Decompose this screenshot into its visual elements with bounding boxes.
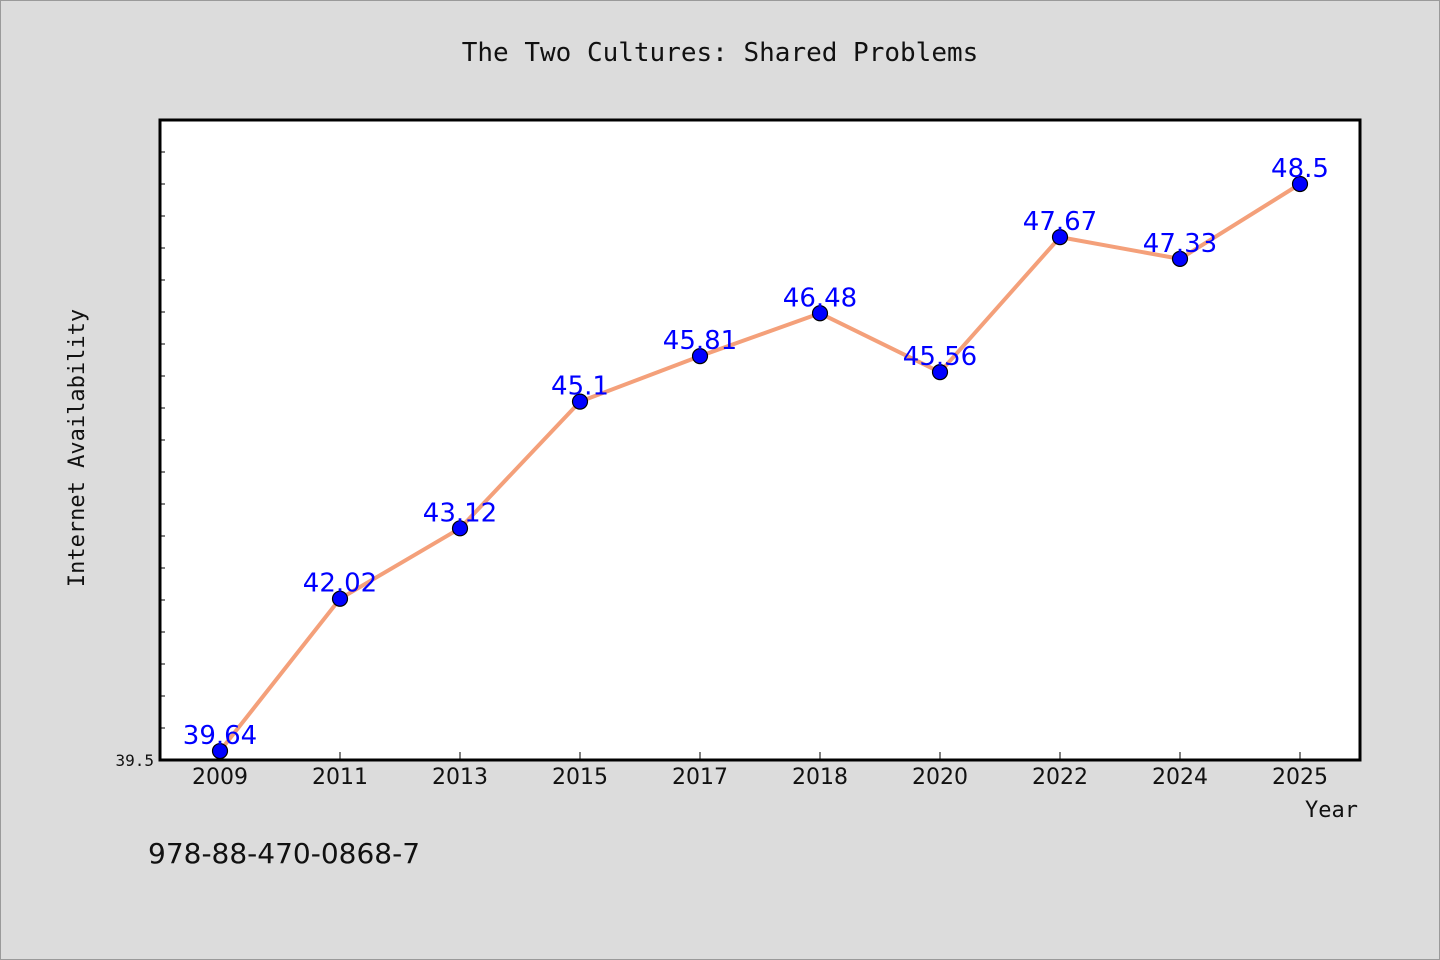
isbn-text: 978-88-470-0868-7 xyxy=(148,837,420,870)
series-lines xyxy=(218,182,1302,753)
x-tick-label: 2015 xyxy=(552,765,608,790)
data-point xyxy=(211,742,229,760)
x-axis-label: Year xyxy=(1305,798,1358,823)
x-axis-ticks: 2009 2011 2013 2015 2017 2018 2020 2022 2024 2025 xyxy=(192,752,1328,790)
y-axis-label: Internet Availability xyxy=(65,309,90,587)
chart-title: The Two Cultures: Shared Problems xyxy=(462,38,979,68)
x-tick-label: 2009 xyxy=(192,765,248,790)
x-tick-label: 2018 xyxy=(792,765,848,790)
data-point xyxy=(931,364,949,381)
x-tick-label: 2013 xyxy=(432,765,488,790)
data-point xyxy=(451,520,469,537)
data-label: 46.48 xyxy=(783,283,857,313)
plot-area xyxy=(158,118,1362,762)
data-label: 42.02 xyxy=(303,569,377,599)
x-tick-label: 2024 xyxy=(1152,765,1208,790)
x-tick-label: 2022 xyxy=(1032,765,1088,790)
data-label: 45.56 xyxy=(903,342,977,372)
x-tick-label: 2025 xyxy=(1272,765,1328,790)
data-points xyxy=(211,175,1309,760)
data-point xyxy=(1171,250,1189,267)
data-label: 47.33 xyxy=(1143,229,1217,259)
data-label: 39.64 xyxy=(183,721,257,751)
data-point xyxy=(691,348,709,365)
x-tick-label: 2011 xyxy=(312,765,368,790)
data-label: 47.67 xyxy=(1023,207,1097,237)
data-point xyxy=(331,590,349,607)
series-line xyxy=(218,182,1302,753)
y-axis-minor-ticks xyxy=(160,151,165,729)
data-label: 48.5 xyxy=(1271,154,1329,184)
data-point xyxy=(811,305,829,322)
y-axis-tick-labels: 39.5 xyxy=(115,751,154,770)
x-tick-label: 2020 xyxy=(912,765,968,790)
data-labels: 39.64 42.02 43.12 45.1 45.81 46.48 45.56 47.67 4… xyxy=(183,154,1329,751)
x-tick-label: 2017 xyxy=(672,765,728,790)
data-label: 45.1 xyxy=(551,372,609,402)
data-label: 43.12 xyxy=(423,498,497,528)
data-label: 45.81 xyxy=(663,326,737,356)
y-tick-label: 39.5 xyxy=(115,751,154,770)
data-point xyxy=(1291,175,1309,193)
data-point xyxy=(571,393,589,410)
data-point xyxy=(1051,229,1069,246)
